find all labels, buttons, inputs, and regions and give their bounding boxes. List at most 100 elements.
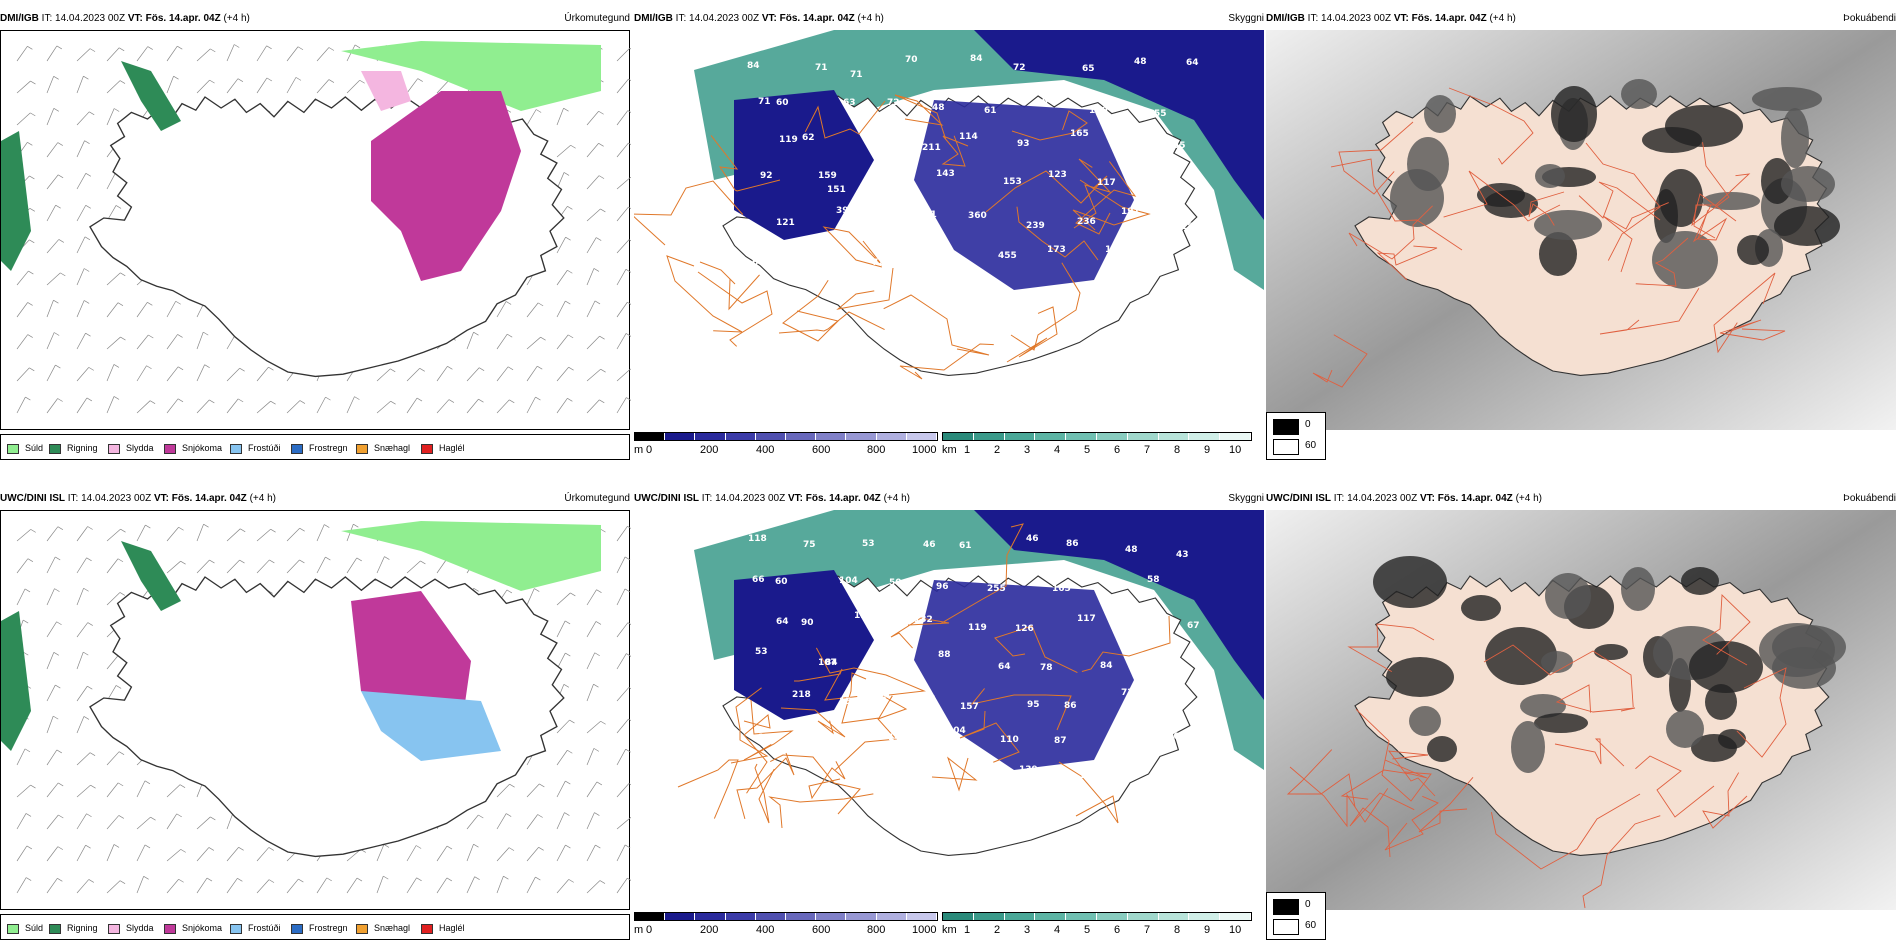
visibility-value: 115 xyxy=(1106,737,1125,747)
visibility-value: 433 xyxy=(939,257,958,267)
visibility-value: 78 xyxy=(1040,663,1053,673)
visibility-value: 153 xyxy=(1003,177,1022,187)
swatch-hail xyxy=(421,444,433,454)
visibility-km-colorbar: km 1 2 3 4 5 6 7 8 9 10 xyxy=(942,430,1254,466)
swatch-freezing-drizzle xyxy=(230,924,242,934)
visibility-value: 64 xyxy=(998,662,1011,672)
visibility-value: 165 xyxy=(1070,129,1089,139)
visibility-value: 191 xyxy=(1121,207,1140,217)
visibility-value: 78 xyxy=(975,773,988,783)
visibility-value: 104 xyxy=(839,576,858,586)
legend-item: Snjókoma xyxy=(164,442,222,454)
visibility-value: 101 xyxy=(1079,771,1098,781)
visibility-value: 133 xyxy=(868,696,887,706)
swatch-rain xyxy=(49,924,61,934)
visibility-value: 132 xyxy=(914,615,933,625)
visibility-value: 107 xyxy=(818,658,837,668)
visibility-value: 170 xyxy=(1161,732,1180,742)
visibility-value: 187 xyxy=(1181,222,1200,232)
visibility-value: 155 xyxy=(895,180,914,190)
visibility-value: 92 xyxy=(760,171,773,181)
visibility-value: 53 xyxy=(862,539,875,549)
visibility-value: 236 xyxy=(1077,217,1096,227)
visibility-value: 55 xyxy=(1173,141,1186,151)
visibility-value: 157 xyxy=(960,702,979,712)
visibility-value: 173 xyxy=(1124,621,1143,631)
panel-header: UWC/DINI ISL IT: 14.04.2023 00Z VT: Fös.… xyxy=(0,492,630,506)
unit-label: km xyxy=(942,924,957,936)
fog-indicator-panel-row2: UWC/DINI ISL IT: 14.04.2023 00Z VT: Fös.… xyxy=(1266,492,1896,952)
legend-item: Snæhagl xyxy=(356,442,410,454)
visibility-value: 48 xyxy=(1134,57,1147,67)
legend-item: Frostregn xyxy=(291,442,348,454)
visibility-value: 140 xyxy=(888,733,907,743)
visibility-value: 158 xyxy=(839,697,858,707)
visibility-value: 100 xyxy=(1089,106,1108,116)
visibility-value: 48 xyxy=(1125,545,1138,555)
visibility-m-colorbar: m 0 200 400 600 800 1000 xyxy=(634,910,944,946)
visibility-value: 165 xyxy=(1052,584,1071,594)
visibility-value: 114 xyxy=(959,132,978,142)
visibility-value: 62 xyxy=(802,133,815,143)
precip-map xyxy=(0,510,630,910)
iceland-outline xyxy=(90,577,564,856)
swatch-rain xyxy=(49,444,61,454)
precip-map xyxy=(0,30,630,430)
legend-item: Slydda xyxy=(108,442,154,454)
visibility-value: 99 xyxy=(809,246,822,256)
visibility-value: 72 xyxy=(1121,688,1134,698)
fog-map xyxy=(1266,30,1896,430)
precip-type-panel-row2: UWC/DINI ISL IT: 14.04.2023 00Z VT: Fös.… xyxy=(0,492,630,952)
visibility-value: 75 xyxy=(803,540,816,550)
visibility-value: 65 xyxy=(1082,64,1095,74)
visibility-value: 86 xyxy=(1066,539,1079,549)
visibility-value: 218 xyxy=(792,690,811,700)
product-name: Skyggni xyxy=(1228,492,1264,506)
visibility-value: 159 xyxy=(818,171,837,181)
panel-header: UWC/DINI ISL IT: 14.04.2023 00Z VT: Fös.… xyxy=(634,492,1264,506)
swatch-freezing-rain xyxy=(291,924,303,934)
visibility-value: 151 xyxy=(827,185,846,195)
visibility-value: 72 xyxy=(887,98,900,108)
visibility-value: 133 xyxy=(758,733,777,743)
visibility-value: 60 xyxy=(775,577,788,587)
visibility-value: 70 xyxy=(905,55,918,65)
visibility-value: 241 xyxy=(1144,253,1163,263)
visibility-value: 313 xyxy=(1106,581,1125,591)
visibility-value: 64 xyxy=(1186,58,1199,68)
swatch-sleet xyxy=(108,444,120,454)
visibility-value: 72 xyxy=(1013,63,1026,73)
fog-legend: 0 60 xyxy=(1266,892,1326,940)
drizzle-area xyxy=(341,521,601,591)
fog-map-svg xyxy=(1266,30,1896,430)
visibility-value: 360 xyxy=(968,211,987,221)
visibility-value: 50 xyxy=(889,578,902,588)
visibility-value: 80 xyxy=(859,734,872,744)
visibility-value: 66 xyxy=(752,575,765,585)
precip-type-panel-row1: DMI/IGB IT: 14.04.2023 00Z VT: Fös. 14.a… xyxy=(0,12,630,472)
visibility-value: 90 xyxy=(801,618,814,628)
visibility-value: 88 xyxy=(938,650,951,660)
visibility-value: 399 xyxy=(836,206,855,216)
visibility-value: 155 xyxy=(1105,245,1124,255)
legend-item: Frostregn xyxy=(291,922,348,934)
legend-item: Snæhagl xyxy=(356,922,410,934)
product-name: Úrkomutegund xyxy=(564,492,630,506)
product-name: Þokuábendi xyxy=(1843,492,1896,506)
visibility-value: 291 xyxy=(918,210,937,220)
swatch-sleet xyxy=(108,924,120,934)
visibility-value: 117 xyxy=(1077,614,1096,624)
swatch-snow xyxy=(164,444,176,454)
swatch-drizzle xyxy=(7,924,19,934)
visibility-value: 84 xyxy=(1100,661,1113,671)
visibility-value: 84 xyxy=(747,61,760,71)
rain-area-west xyxy=(1,611,31,751)
visibility-value: 123 xyxy=(1048,170,1067,180)
unit-label: km xyxy=(942,444,957,456)
legend-item: Frostúði xyxy=(230,922,281,934)
legend-item: Snjókoma xyxy=(164,922,222,934)
visibility-value: 96 xyxy=(936,582,949,592)
visibility-value: 71 xyxy=(850,70,863,80)
